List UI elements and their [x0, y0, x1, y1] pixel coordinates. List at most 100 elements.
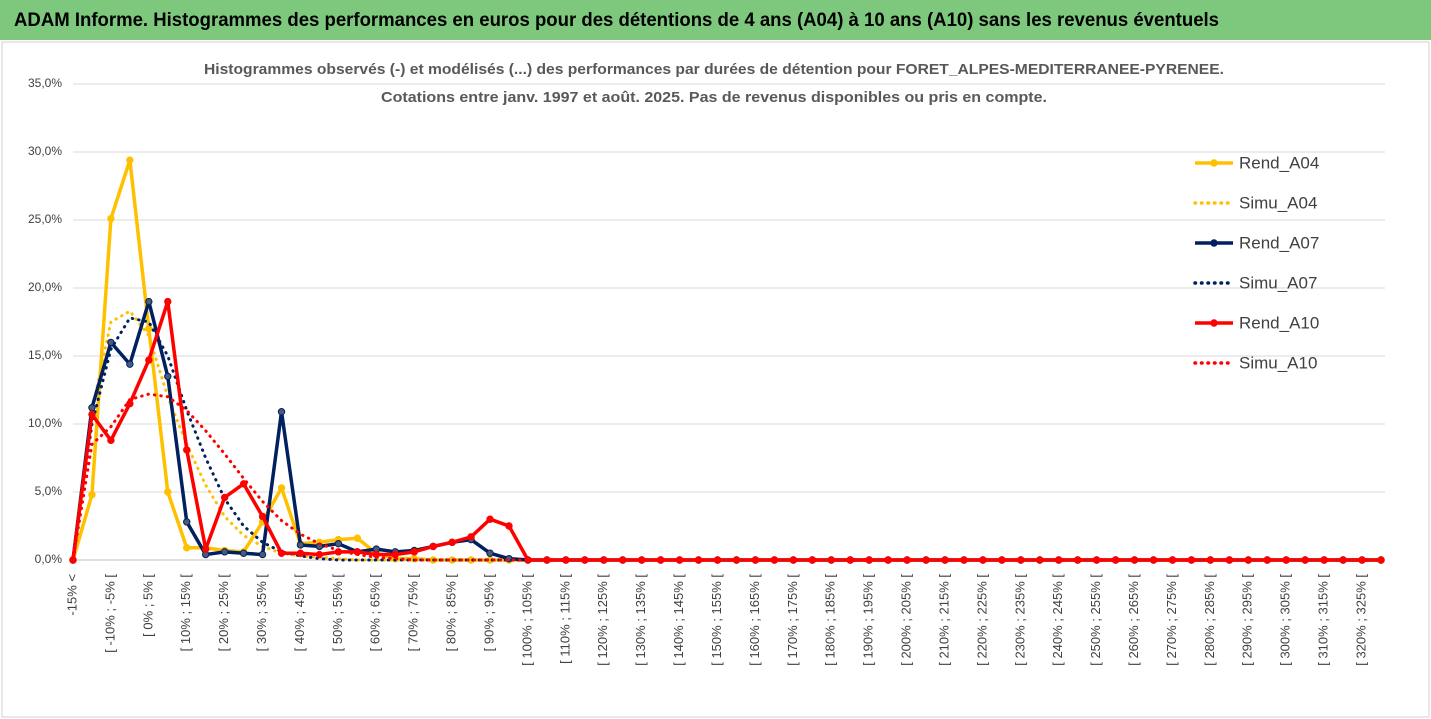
- point: [334, 539, 343, 548]
- point: [486, 549, 494, 557]
- y-tick-label: 15,0%: [28, 348, 62, 362]
- y-tick-label: 5,0%: [35, 484, 63, 498]
- point: [88, 403, 96, 412]
- header-band: [0, 0, 1431, 40]
- point: [183, 544, 191, 552]
- point: [315, 550, 324, 559]
- x-tick-label: [ 250% ; 255% [: [1088, 574, 1103, 666]
- point: [88, 410, 96, 419]
- point: [277, 549, 286, 557]
- x-tick-label: [ 160% ; 165% [: [747, 574, 762, 666]
- legend-marker: [1210, 239, 1218, 247]
- x-tick-label: [ 140% ; 145% [: [671, 574, 686, 666]
- chart-title: Histogrammes observés (-) et modélisés (…: [204, 61, 1224, 78]
- x-tick-label: [ 130% ; 135% [: [633, 574, 648, 666]
- x-tick-label: [ 170% ; 175% [: [785, 574, 800, 666]
- x-tick-label: [ 50% ; 55% [: [330, 574, 345, 652]
- x-tick-label: [ 290% ; 295% [: [1240, 574, 1255, 666]
- x-tick-label: [ 210% ; 215% [: [936, 574, 951, 666]
- point: [486, 515, 494, 523]
- point: [296, 549, 305, 557]
- point: [183, 518, 191, 526]
- legend-label: Rend_A07: [1239, 233, 1319, 252]
- point: [107, 338, 115, 347]
- y-tick-label: 0,0%: [35, 552, 63, 566]
- header-title: ADAM Informe. Histogrammes des performan…: [14, 10, 1219, 31]
- point: [164, 372, 172, 381]
- point: [296, 541, 305, 549]
- x-tick-label: [ 270% ; 275% [: [1164, 574, 1179, 666]
- y-tick-label: 10,0%: [28, 416, 62, 430]
- x-tick-label: [ 80% ; 85% [: [444, 574, 459, 652]
- point: [239, 549, 248, 557]
- point: [258, 512, 267, 521]
- x-tick-label: [ 0% ; 5% [: [140, 574, 155, 637]
- chart-border: [1, 41, 1430, 718]
- legend-label: Simu_A07: [1239, 273, 1317, 292]
- x-tick-label: [ 230% ; 235% [: [1012, 574, 1027, 666]
- x-tick-label: [ 180% ; 185% [: [823, 574, 838, 666]
- point: [277, 484, 286, 492]
- point: [429, 542, 437, 551]
- dotted-line: [71, 309, 1383, 562]
- x-tick-label: [ 90% ; 95% [: [481, 574, 496, 652]
- legend-label: Simu_A10: [1239, 353, 1317, 372]
- x-tick-label: -15% <: [64, 574, 79, 616]
- point: [505, 522, 513, 530]
- series-line: [71, 299, 1381, 562]
- point: [107, 214, 115, 223]
- x-tick-label: [ 300% ; 305% [: [1278, 574, 1293, 666]
- x-tick-label: [ 30% ; 35% [: [254, 574, 269, 652]
- x-tick-label: [ -10% ; -5% [: [102, 574, 117, 653]
- x-tick-label: [ 320% ; 325% [: [1353, 574, 1368, 666]
- x-tick-label: [ 110% ; 115% [: [557, 574, 572, 664]
- point: [201, 545, 210, 553]
- point: [410, 548, 418, 556]
- y-tick-label: 35,0%: [28, 76, 62, 90]
- x-tick-label: [ 260% ; 265% [: [1126, 574, 1141, 666]
- x-tick-label: [ 200% ; 205% [: [899, 574, 914, 666]
- point: [220, 493, 229, 502]
- point: [258, 550, 267, 559]
- point: [164, 488, 172, 496]
- point: [164, 297, 172, 306]
- x-tick-label: [ 220% ; 225% [: [974, 574, 989, 666]
- y-tick-label: 20,0%: [28, 280, 62, 294]
- x-tick-label: [ 190% ; 195% [: [861, 574, 876, 666]
- point: [391, 550, 399, 559]
- x-tick-label: [ 150% ; 155% [: [709, 574, 724, 666]
- x-tick-label: [ 20% ; 25% [: [216, 574, 231, 652]
- x-tick-label: [ 70% ; 75% [: [406, 574, 421, 652]
- point: [88, 491, 96, 499]
- point: [220, 548, 229, 556]
- dotted-line: [71, 316, 1383, 562]
- point: [145, 297, 153, 306]
- legend-label: Rend_A04: [1239, 153, 1319, 172]
- chart-subtitle: Cotations entre janv. 1997 et août. 2025…: [381, 89, 1047, 106]
- point: [145, 356, 153, 364]
- point: [126, 156, 134, 164]
- x-tick-label: [ 240% ; 245% [: [1050, 574, 1065, 666]
- point: [448, 538, 456, 547]
- point: [467, 533, 475, 541]
- point: [126, 360, 134, 368]
- x-tick-label: [ 40% ; 45% [: [292, 574, 307, 652]
- legend-label: Simu_A04: [1239, 193, 1317, 212]
- x-tick-label: [ 310% ; 315% [: [1316, 574, 1331, 666]
- x-tick-label: [ 10% ; 15% [: [178, 574, 193, 652]
- x-tick-label: [ 60% ; 65% [: [368, 574, 383, 652]
- legend-label: Rend_A10: [1239, 313, 1319, 332]
- point: [183, 446, 191, 454]
- point: [353, 534, 362, 542]
- dotted-line: [71, 392, 1383, 562]
- x-tick-label: [ 120% ; 125% [: [595, 574, 610, 666]
- legend-marker: [1210, 159, 1218, 167]
- series-line: [71, 299, 1381, 562]
- point: [145, 325, 153, 333]
- x-tick-label: [ 100% ; 105% [: [519, 574, 534, 666]
- point: [277, 408, 286, 416]
- y-tick-label: 25,0%: [28, 212, 62, 226]
- point: [107, 436, 115, 445]
